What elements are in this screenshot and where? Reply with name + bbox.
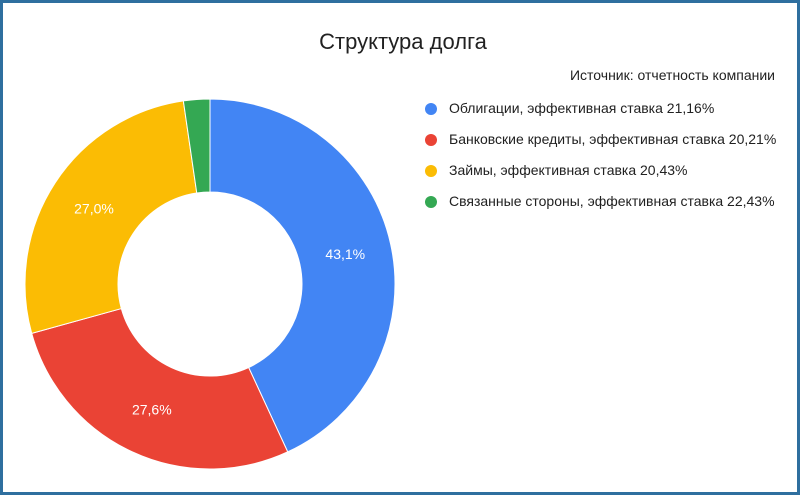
chart-subtitle: Источник: отчетность компании bbox=[569, 67, 775, 83]
donut-chart: 43,1% 27,6% 27,0% bbox=[24, 98, 396, 470]
donut-slices bbox=[24, 98, 396, 470]
slice-label-0: 43,1% bbox=[325, 246, 365, 262]
legend-label-1: Банковские кредиты, эффективная ставка 2… bbox=[449, 131, 777, 147]
donut-slice-0 bbox=[209, 98, 396, 453]
donut-slice-1 bbox=[31, 307, 289, 470]
legend-label-3: Связанные стороны, эффективная ставка 22… bbox=[449, 193, 775, 209]
legend-item-1: Банковские кредиты, эффективная ставка 2… bbox=[421, 130, 786, 149]
donut-slice-3 bbox=[182, 98, 211, 194]
donut-labels: 43,1% 27,6% 27,0% bbox=[74, 200, 365, 417]
legend-swatch-2 bbox=[425, 165, 437, 177]
legend-swatch-1 bbox=[425, 134, 437, 146]
slice-label-1: 27,6% bbox=[132, 402, 172, 418]
slice-label-2: 27,0% bbox=[74, 200, 114, 216]
legend-swatch-0 bbox=[425, 103, 437, 115]
legend-item-3: Связанные стороны, эффективная ставка 22… bbox=[421, 192, 786, 211]
chart-title: Структура долга bbox=[319, 29, 487, 54]
legend-label-0: Облигации, эффективная ставка 21,16% bbox=[449, 100, 715, 116]
legend-item-0: Облигации, эффективная ставка 21,16% bbox=[421, 99, 786, 118]
donut-slice-2 bbox=[24, 100, 198, 334]
legend-item-2: Займы, эффективная ставка 20,43% bbox=[421, 161, 786, 180]
chart-legend: Облигации, эффективная ставка 21,16% Банк… bbox=[421, 99, 786, 223]
legend-label-2: Займы, эффективная ставка 20,43% bbox=[449, 162, 688, 178]
legend-swatch-3 bbox=[425, 196, 437, 208]
